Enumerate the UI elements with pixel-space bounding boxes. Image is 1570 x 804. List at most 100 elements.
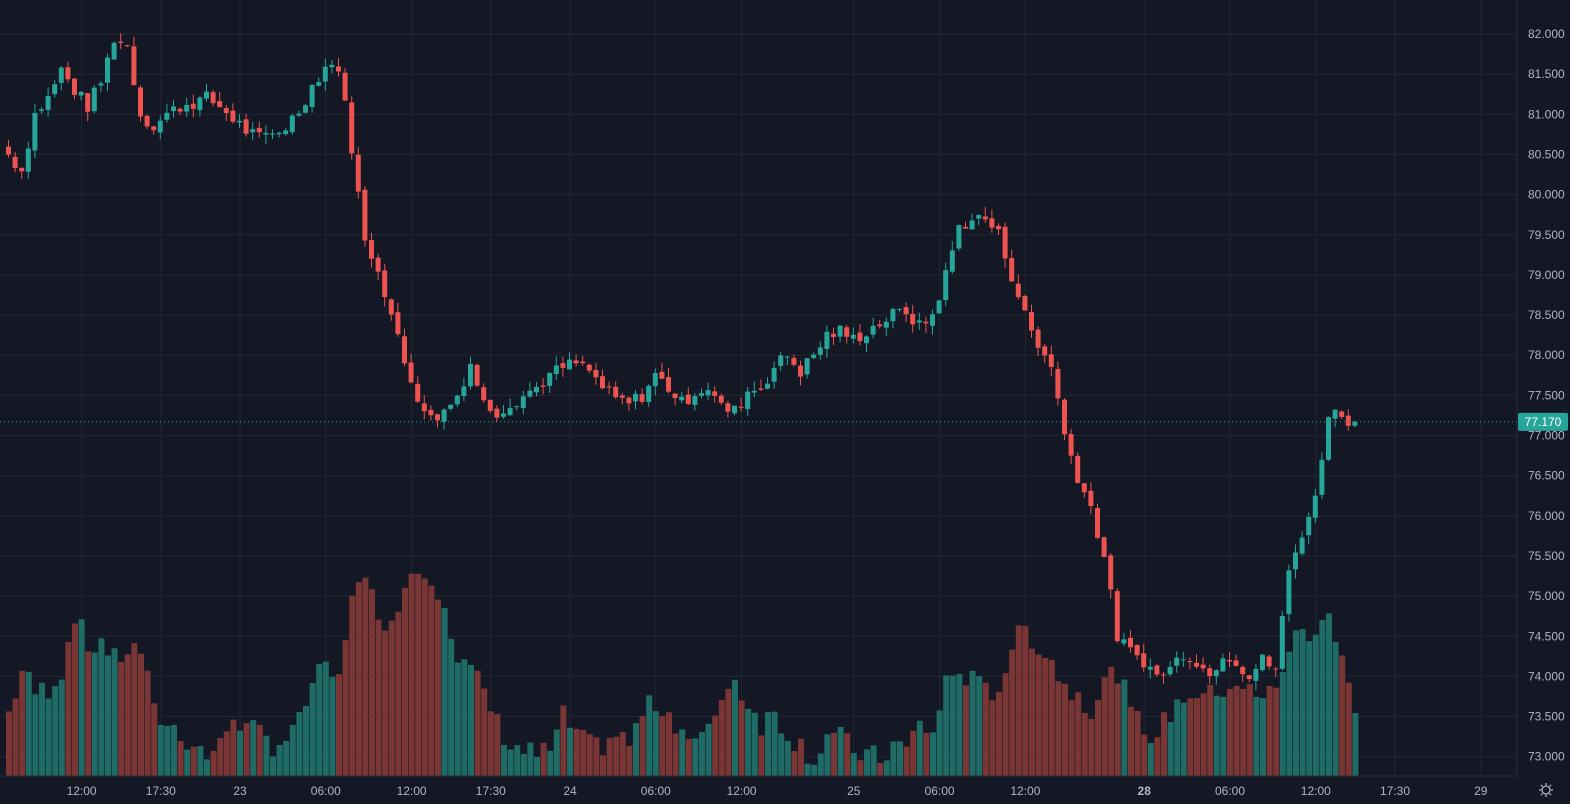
volume-bar [784, 740, 791, 776]
volume-bar [369, 589, 375, 776]
volume-bar [910, 730, 917, 776]
volume-bar [633, 723, 639, 776]
volume-bar [864, 749, 870, 776]
candle-body [560, 363, 566, 368]
candle-body [210, 92, 216, 104]
volume-bar [626, 745, 633, 776]
candle-body [586, 364, 592, 371]
candle-body [1154, 665, 1160, 675]
volume-bar [468, 664, 474, 776]
volume-bar [547, 750, 554, 776]
candle-body [626, 397, 632, 404]
candle-body [336, 66, 341, 72]
candle-body [468, 363, 473, 387]
candle-body [1029, 312, 1034, 331]
candle-body [1312, 495, 1318, 518]
candle-body [58, 67, 64, 83]
volume-bar [1002, 673, 1009, 776]
volume-bar [1246, 684, 1253, 776]
candle-body [1207, 668, 1213, 676]
price-tick-label: 74.500 [1528, 629, 1565, 643]
candle-body [435, 414, 440, 421]
volume-bar [435, 599, 441, 776]
volume-bar [1174, 699, 1181, 776]
volume-bar [45, 698, 52, 776]
candle-body [936, 300, 942, 314]
volume-bar [349, 595, 356, 776]
volume-bar [1352, 713, 1359, 776]
volume-bar [1339, 655, 1346, 776]
candle-body [230, 110, 236, 122]
volume-bar [210, 750, 217, 776]
price-tick-label: 77.000 [1528, 429, 1565, 443]
volume-bar [1207, 685, 1214, 776]
volume-bar [791, 751, 798, 776]
candle-body [1075, 455, 1081, 483]
volume-bar [1128, 706, 1134, 776]
candle-body [256, 128, 262, 133]
volume-bar [1101, 677, 1108, 776]
time-tick-label: 17:30 [1380, 784, 1410, 798]
price-axis[interactable]: 82.000 81.500 81.000 80.500 80.000 79.500 79.0… [1528, 27, 1565, 764]
volume-bar [936, 710, 943, 776]
volume-bar [969, 670, 976, 776]
volume-bar [553, 729, 560, 776]
volume-bar [963, 685, 969, 776]
time-axis[interactable]: 12:00 17:30 23 06:00 12:00 17:30 24 06:00 12:00 2… [67, 784, 1488, 798]
volume-bar [25, 671, 32, 776]
volume-bar [1227, 688, 1233, 776]
candle-body [1194, 662, 1199, 667]
volume-bar [996, 691, 1002, 776]
candle-body [1213, 670, 1219, 676]
volume-bar [1114, 683, 1121, 776]
candle-body [837, 325, 843, 337]
candle-body [395, 312, 401, 335]
candle-body [461, 386, 467, 397]
candle-body [494, 408, 500, 418]
volume-bar [573, 728, 580, 776]
volume-bar [1154, 737, 1161, 776]
candle-body [1240, 667, 1246, 675]
volume-bar [652, 711, 659, 776]
volume-bar [1147, 742, 1154, 776]
candle-body [138, 87, 143, 117]
volume-bar [461, 659, 468, 776]
candle-body [1352, 421, 1358, 426]
candle-body [487, 399, 493, 411]
volume-bar [883, 760, 890, 776]
candle-body [1180, 659, 1186, 661]
candle-body [996, 225, 1001, 230]
candle-body [923, 321, 929, 324]
volume-bar [289, 724, 296, 776]
price-tick-label: 75.500 [1528, 549, 1565, 563]
candle-body [1114, 591, 1120, 642]
volume-bar [1194, 698, 1200, 776]
volume-bar [375, 619, 382, 776]
volume-bar [738, 700, 745, 776]
volume-bar [956, 673, 963, 776]
candle-body [943, 270, 949, 301]
candle-body [1227, 659, 1232, 662]
candle-body [428, 409, 434, 416]
volume-bar [1022, 626, 1029, 776]
candle-body [1293, 552, 1298, 570]
candle-body [1101, 537, 1107, 557]
time-tick-label: 28 [1138, 784, 1152, 798]
candle-body [520, 396, 526, 409]
volume-bar [177, 740, 184, 776]
candle-body [65, 67, 71, 80]
candle-body [1299, 537, 1305, 554]
volume-bar [685, 738, 692, 776]
candle-body [646, 385, 652, 403]
settings-gear-icon[interactable] [1539, 783, 1553, 797]
volume-bar [672, 733, 679, 776]
volume-bar [6, 711, 12, 776]
candle-body [527, 390, 533, 397]
volume-bar [474, 670, 481, 776]
candle-body [362, 189, 368, 241]
candle-body [963, 226, 968, 229]
volume-bar [699, 732, 705, 776]
volume-bar [329, 677, 336, 776]
volume-bar [732, 679, 738, 776]
